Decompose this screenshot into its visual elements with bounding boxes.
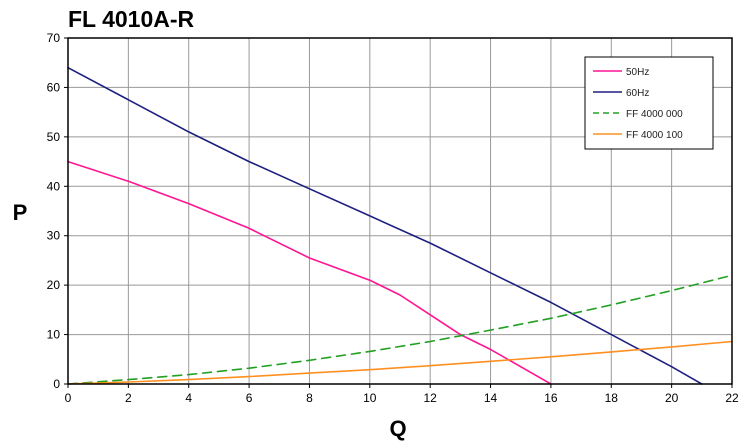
x-tick-label: 20: [665, 391, 679, 405]
x-tick-label: 0: [65, 391, 72, 405]
x-tick-label: 14: [484, 391, 498, 405]
legend-label: 50Hz: [626, 67, 649, 78]
series-layer: [67, 66, 733, 385]
series-line-ff-4000-000: [67, 274, 733, 385]
x-tick-label: 8: [306, 391, 313, 405]
series-line-50hz: [67, 160, 552, 385]
x-tick-label: 12: [424, 391, 438, 405]
y-tick-label: 10: [47, 328, 61, 342]
y-axis: 0 10 20 30 40 50 60 70: [47, 31, 68, 391]
legend-label: 60Hz: [626, 88, 649, 99]
x-tick-label: 4: [185, 391, 192, 405]
y-tick-label: 30: [47, 229, 61, 243]
legend-label: FF 4000 100: [626, 130, 683, 141]
x-tick-label: 6: [246, 391, 253, 405]
y-tick-label: 40: [47, 179, 61, 193]
x-tick-label: 2: [125, 391, 132, 405]
legend: 50Hz 60Hz FF 4000 000 FF 4000 100: [584, 56, 714, 150]
plot-frame: [67, 37, 733, 385]
x-axis-label: Q: [389, 416, 406, 441]
x-tick-label: 18: [605, 391, 619, 405]
x-tick-label: 16: [544, 391, 558, 405]
x-axis: 0 2 4 6 8 10 12 14 16 18 20 22: [65, 384, 739, 405]
chart-title: FL 4010A-R: [68, 6, 195, 32]
x-tick-label: 10: [363, 391, 377, 405]
y-tick-label: 0: [53, 377, 60, 391]
y-tick-label: 50: [47, 130, 61, 144]
y-tick-label: 20: [47, 278, 61, 292]
y-axis-label: P: [13, 200, 28, 225]
x-tick-label: 22: [725, 391, 739, 405]
y-tick-label: 60: [47, 80, 61, 94]
series-line-ff-4000-100: [67, 340, 733, 385]
y-tick-label: 70: [47, 31, 61, 45]
legend-label: FF 4000 000: [626, 109, 683, 120]
series-line-60hz: [67, 66, 703, 385]
